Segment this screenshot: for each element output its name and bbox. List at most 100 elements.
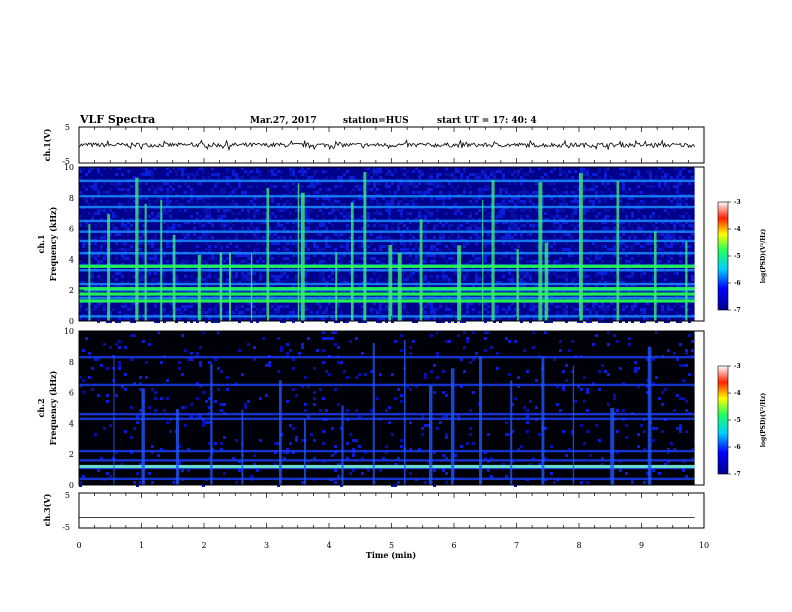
spec-noise-cell [523, 203, 526, 206]
spec-noise-cell [454, 242, 457, 245]
spec-noise-cell [328, 281, 331, 284]
spec-noise-cell [79, 302, 82, 305]
spec-noise-cell [499, 191, 502, 194]
spec-noise-cell [253, 281, 256, 284]
spec-noise-cell [163, 221, 166, 224]
spec-noise-cell [184, 233, 187, 236]
spec-noise-cell [133, 176, 136, 179]
spec-noise-cell [472, 218, 475, 221]
spec-noise-cell [148, 406, 151, 409]
spec-noise-cell [388, 173, 391, 176]
colorbar-tick-label: -3 [734, 363, 741, 370]
spec-noise-cell [88, 221, 91, 224]
spec-noise-cell [223, 436, 226, 439]
spec-noise-cell [676, 394, 679, 397]
spec-noise-cell [154, 236, 157, 239]
spec-noise-cell [223, 191, 226, 194]
spec-noise-cell [379, 308, 382, 311]
spec-noise-cell [508, 308, 511, 311]
spec-noise-cell [637, 203, 640, 206]
spec-noise-cell [118, 284, 121, 287]
spec-noise-cell [583, 212, 586, 215]
spec-noise-cell [307, 281, 310, 284]
spec-noise-cell [673, 167, 676, 170]
spec-noise-cell [235, 382, 238, 385]
spec-noise-cell [139, 278, 142, 281]
spec-noise-cell [601, 305, 604, 308]
spec-noise-cell [298, 170, 301, 173]
spec-noise-cell [361, 197, 364, 200]
spec-noise-cell [484, 215, 487, 218]
spec-noise-cell [223, 224, 226, 227]
spec-noise-cell [496, 281, 499, 284]
spec-noise-cell [304, 215, 307, 218]
spec-noise-cell [79, 176, 82, 179]
spec-noise-cell [430, 254, 433, 257]
spec-noise-cell [226, 209, 229, 212]
spec-noise-cell [91, 284, 94, 287]
spec-noise-cell [373, 173, 376, 176]
spec-noise-cell [640, 272, 643, 275]
spec-noise-cell [529, 233, 532, 236]
spec-noise-cell [637, 445, 640, 448]
spec-noise-cell [517, 376, 520, 379]
spec-noise-cell [562, 197, 565, 200]
spec-noise-cell [139, 188, 142, 191]
spec-noise-cell [601, 457, 604, 460]
spec-noise-cell [415, 254, 418, 257]
spec-noise-cell [316, 215, 319, 218]
spec-noise-cell [667, 236, 670, 239]
spec-noise-cell [499, 212, 502, 215]
spec-noise-cell [565, 203, 568, 206]
spec-noise-cell [340, 257, 343, 260]
spec-noise-cell [286, 257, 289, 260]
spec-noise-cell [292, 388, 295, 391]
spec-noise-cell [142, 284, 145, 287]
spec-noise-cell [139, 182, 142, 185]
spec-noise-cell [139, 275, 142, 278]
spec-noise-cell [259, 257, 262, 260]
spec-noise-cell [400, 242, 403, 245]
spec-noise-cell [421, 191, 424, 194]
spec-noise-cell [571, 236, 574, 239]
spec-noise-cell [241, 254, 244, 257]
spec-noise-cell [562, 191, 565, 194]
spec-noise-cell [298, 185, 301, 188]
spec-noise-cell [358, 373, 361, 376]
spec-noise-cell [100, 457, 103, 460]
spec-noise-cell [445, 472, 448, 475]
spec-noise-cell [100, 284, 103, 287]
spec-noise-cell [445, 278, 448, 281]
spec-noise-cell [268, 215, 271, 218]
spec-noise-cell [319, 317, 322, 320]
spec-noise-cell [142, 275, 145, 278]
spec-noise-cell [253, 203, 256, 206]
spec-noise-cell [355, 275, 358, 278]
spec-noise-cell [592, 173, 595, 176]
spec-noise-cell [577, 385, 580, 388]
spec-noise-cell [667, 245, 670, 248]
spec-noise-cell [262, 308, 265, 311]
spec-noise-cell [652, 358, 655, 361]
spec-noise-cell [688, 221, 691, 224]
spec-noise-cell [466, 182, 469, 185]
spec-noise-cell [199, 215, 202, 218]
spec-noise-cell [208, 421, 211, 424]
spec-noise-cell [400, 209, 403, 212]
spec-noise-cell [517, 245, 520, 248]
spec-noise-cell [484, 349, 487, 352]
spec-noise-cell [79, 221, 82, 224]
spec-noise-cell [583, 317, 586, 320]
spec-noise-cell [439, 254, 442, 257]
spec-noise-cell [262, 254, 265, 257]
spec-noise-cell [454, 191, 457, 194]
spec-noise-cell [652, 257, 655, 260]
spec-noise-cell [682, 167, 685, 170]
spec-noise-cell [325, 170, 328, 173]
spec-noise-cell [286, 275, 289, 278]
spec-noise-cell [181, 176, 184, 179]
spec-noise-cell [568, 349, 571, 352]
spec-noise-cell [412, 200, 415, 203]
spec-noise-cell [529, 463, 532, 466]
spec-noise-cell [244, 275, 247, 278]
